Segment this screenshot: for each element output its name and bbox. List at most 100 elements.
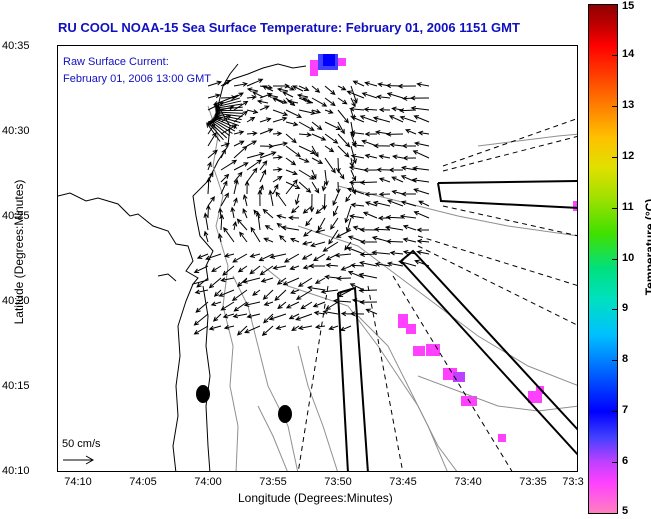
current-arrow	[244, 325, 261, 334]
current-arrow	[259, 160, 268, 171]
current-arrow	[207, 149, 218, 159]
current-arrow	[364, 153, 378, 159]
current-arrow	[231, 289, 248, 302]
current-arrow	[313, 310, 326, 316]
current-arrow	[285, 85, 295, 91]
current-arrow	[230, 206, 236, 219]
current-arrow	[263, 301, 274, 306]
current-arrow	[321, 181, 327, 192]
colorbar-tick-mark	[612, 4, 618, 5]
current-arrow	[246, 116, 256, 123]
colorbar-tick: 5	[622, 505, 629, 517]
current-arrow	[298, 121, 315, 131]
current-arrow	[220, 180, 228, 195]
current-arrow	[246, 130, 258, 136]
current-arrow	[258, 253, 274, 262]
current-arrow	[361, 92, 378, 99]
current-arrow	[359, 260, 378, 267]
current-arrow	[416, 227, 430, 233]
current-arrow	[233, 100, 249, 111]
current-arrow	[301, 253, 313, 260]
current-arrow	[219, 213, 225, 231]
current-arrow	[311, 121, 323, 131]
current-arrow	[232, 253, 248, 263]
coastline	[58, 63, 307, 471]
map-title: RU COOL NOAA-15 Sea Surface Temperature:…	[58, 20, 520, 35]
current-arrow	[246, 313, 261, 319]
current-arrow	[324, 97, 336, 107]
x-tick: 73:45	[389, 476, 417, 488]
current-arrow	[414, 259, 430, 267]
current-arrow	[206, 176, 212, 195]
current-arrow	[350, 153, 365, 159]
current-arrow	[332, 298, 352, 304]
current-arrow	[386, 92, 404, 99]
current-arrow	[205, 204, 211, 219]
current-arrow	[242, 277, 261, 284]
current-arrow	[246, 109, 259, 115]
current-arrow	[386, 261, 404, 267]
current-arrow	[305, 217, 313, 227]
colorbar-tick-mark	[612, 411, 618, 413]
current-arrow	[233, 130, 245, 135]
buoy-marker	[196, 385, 210, 403]
current-arrow	[274, 289, 287, 302]
current-arrow	[220, 277, 235, 283]
current-arrow	[399, 115, 417, 123]
current-arrow	[217, 233, 223, 243]
current-arrow	[328, 325, 339, 331]
colorbar-tick: 9	[622, 302, 629, 315]
current-arrow	[324, 121, 342, 130]
current-arrow	[364, 191, 378, 197]
current-arrow	[291, 205, 300, 214]
colorbar-tick-mark	[612, 156, 618, 158]
bathymetry-contours	[207, 105, 577, 471]
current-arrow	[311, 85, 321, 93]
current-arrow	[400, 200, 417, 207]
current-arrow	[378, 107, 391, 113]
current-arrow	[364, 81, 378, 87]
current-arrow	[298, 157, 310, 163]
current-arrow	[233, 301, 248, 312]
current-arrow	[412, 150, 430, 159]
current-arrow	[212, 313, 222, 322]
current-arrow	[324, 85, 336, 96]
current-arrow	[340, 311, 352, 317]
current-arrow	[206, 122, 221, 142]
current-arrow	[324, 157, 336, 174]
current-arrow	[337, 169, 345, 180]
current-arrow	[398, 108, 417, 114]
current-arrow	[256, 99, 269, 105]
current-arrow	[349, 106, 365, 112]
current-arrow	[285, 301, 300, 309]
current-arrow	[272, 131, 283, 137]
current-arrow	[402, 155, 417, 161]
current-arrow	[399, 214, 417, 219]
current-arrow	[350, 97, 356, 108]
current-arrow	[346, 90, 365, 99]
current-arrow	[220, 142, 231, 148]
current-arrow	[298, 169, 315, 180]
current-arrow	[296, 93, 309, 99]
current-arrow	[312, 301, 326, 308]
current-arrow	[400, 175, 417, 183]
x-tick: 73:40	[454, 476, 482, 488]
current-arrow	[413, 115, 430, 123]
current-arrow	[259, 117, 272, 123]
current-arrow	[233, 140, 245, 147]
current-arrow	[282, 277, 300, 286]
current-arrow	[364, 131, 378, 137]
current-arrow	[233, 178, 239, 195]
current-arrow	[385, 131, 404, 137]
sst-patches	[310, 54, 577, 442]
current-arrow	[347, 270, 365, 279]
current-arrow	[208, 277, 222, 289]
colorbar-tick: 14	[622, 47, 635, 60]
current-arrow	[414, 141, 430, 147]
current-arrow	[417, 130, 430, 136]
current-arrow	[282, 91, 294, 98]
current-arrow	[257, 189, 263, 207]
current-arrow	[222, 313, 235, 319]
current-arrow	[196, 277, 209, 288]
current-arrow	[363, 106, 378, 112]
